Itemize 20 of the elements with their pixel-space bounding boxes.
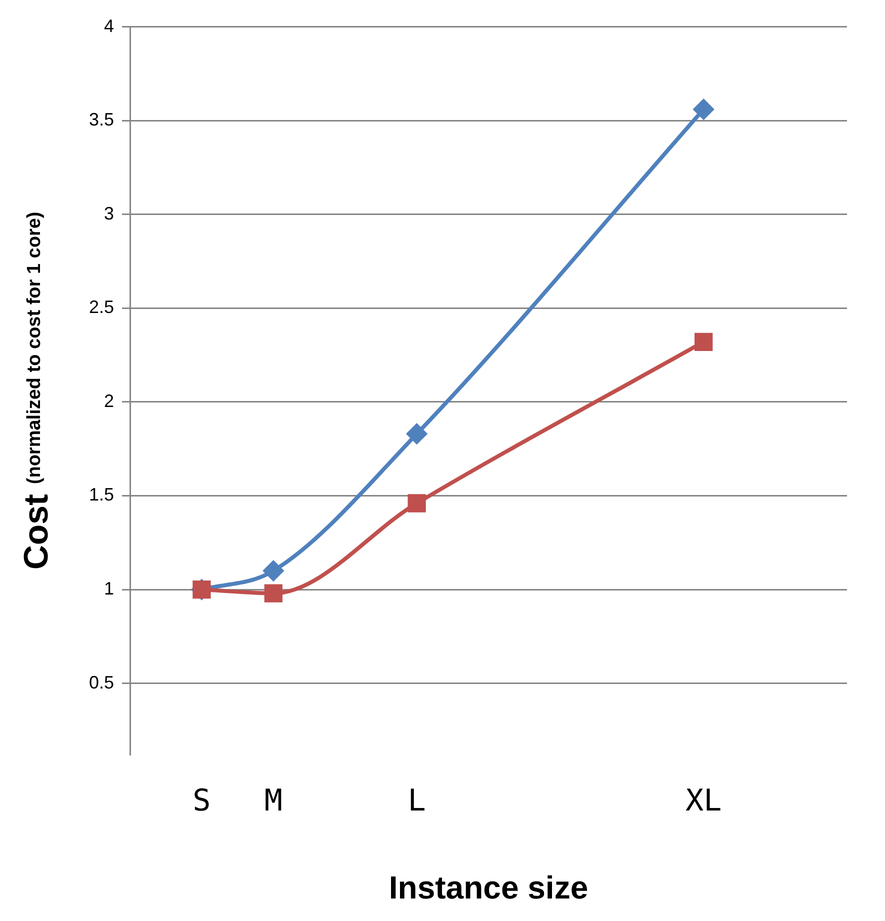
y-tick-label: 2.5 xyxy=(88,297,114,318)
y-tick-label: 1 xyxy=(104,578,114,598)
y-tick-label: 1.5 xyxy=(88,484,114,505)
point xyxy=(694,332,713,351)
x-tick-label: M xyxy=(264,783,282,818)
x-tick-label: XL xyxy=(686,783,722,818)
y-tick-label: 4 xyxy=(104,16,114,36)
x-tick-label: L xyxy=(408,783,426,818)
point xyxy=(694,99,714,120)
point xyxy=(406,424,427,444)
y-axis-title: Cost (normalized to cost for 1 core) xyxy=(17,212,56,570)
y-tick-label: 3 xyxy=(104,203,114,224)
y-tick-label: 3.5 xyxy=(88,110,114,130)
y-tick-label: 2 xyxy=(104,390,114,411)
y-tick-label: 0.5 xyxy=(88,672,114,692)
x-axis-title: Instance size xyxy=(388,870,588,906)
x-tick-label: S xyxy=(192,783,211,818)
point xyxy=(408,494,426,512)
point xyxy=(263,560,284,581)
point xyxy=(264,584,282,602)
